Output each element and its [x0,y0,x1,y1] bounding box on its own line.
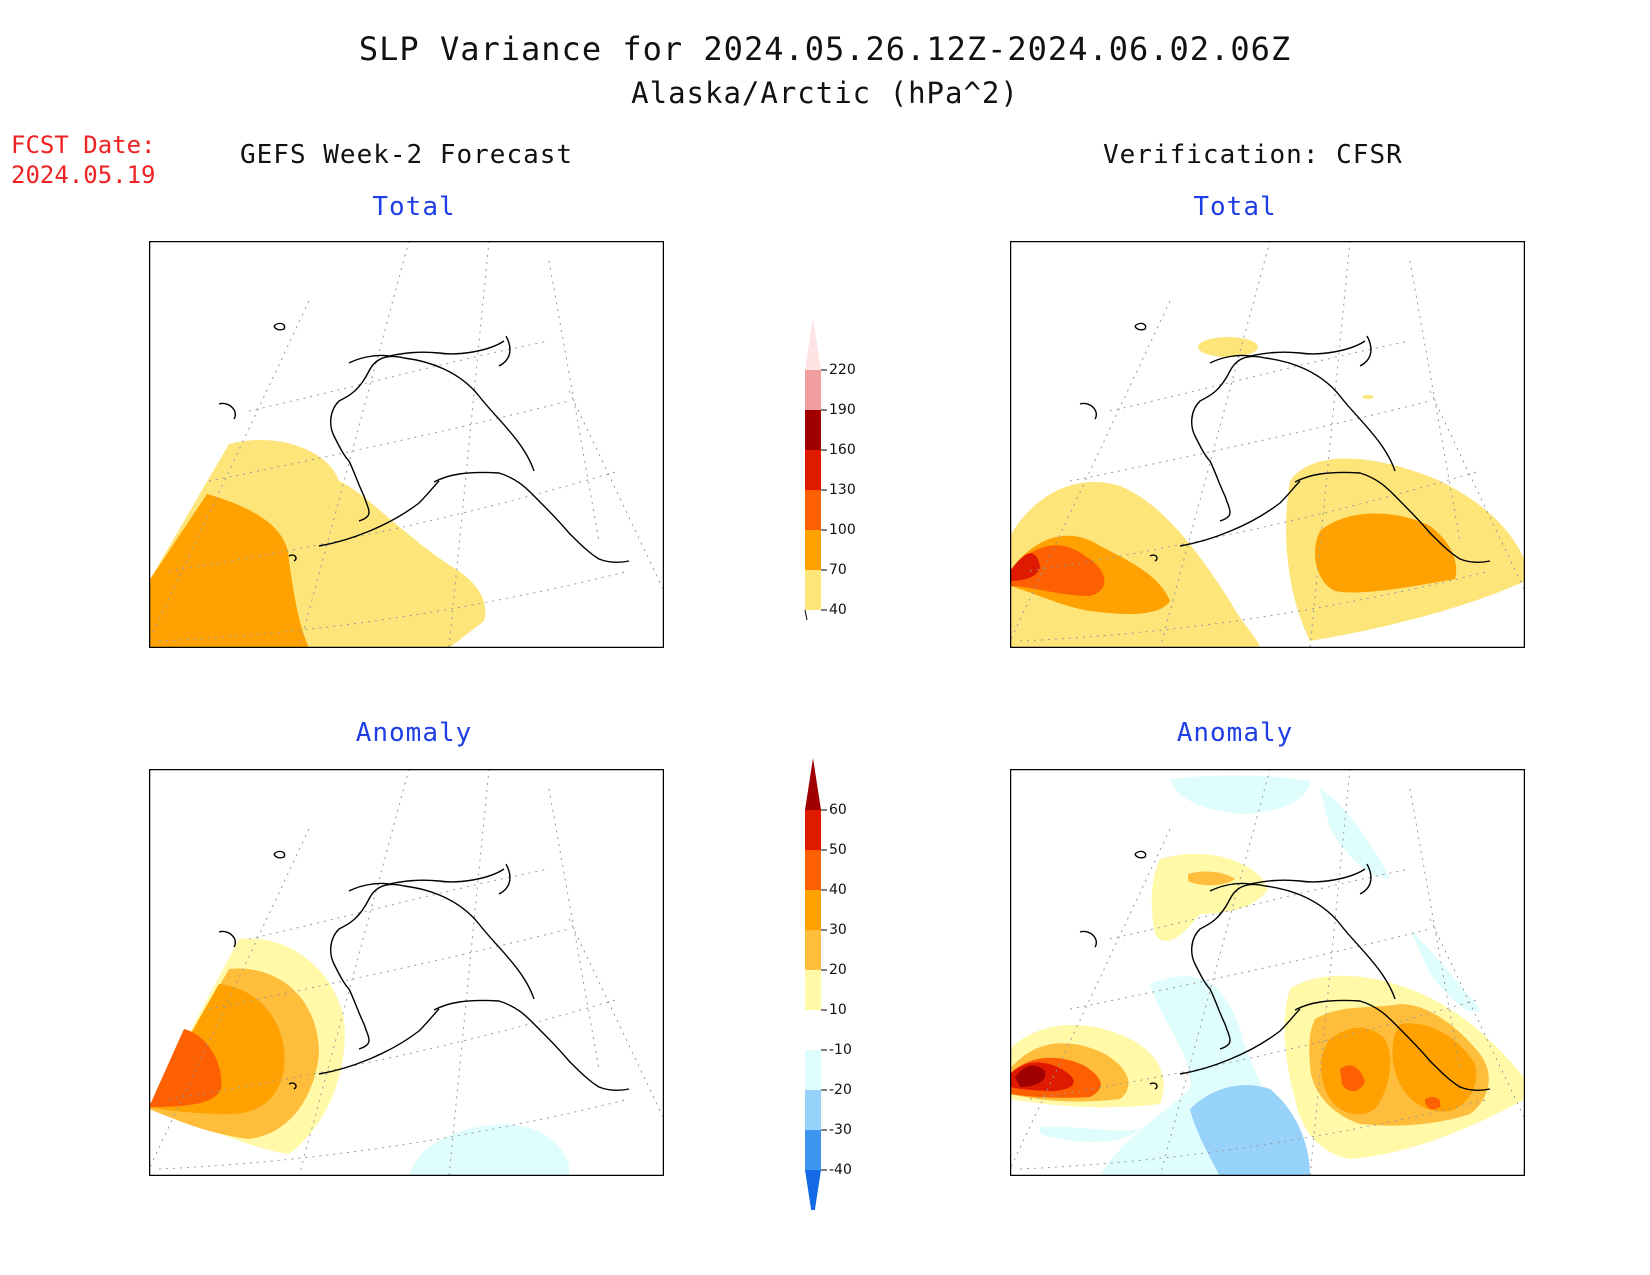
forecast-total-label: Total [372,192,456,222]
anomaly-colorbar-segment [805,1050,821,1090]
total-colorbar-label: 190 [829,402,856,418]
chart-title: SLP Variance for 2024.05.26.12Z-2024.06.… [358,30,1292,68]
anomaly-colorbar-segment [805,930,821,970]
verification-anomaly-label: Anomaly [1176,718,1294,748]
anomaly-colorbar [805,758,827,1210]
anomaly-colorbar-segment [805,1090,821,1130]
anomaly-colorbar-label: 40 [829,882,847,898]
anomaly-colorbar-label: 50 [829,842,847,858]
verification-total-label: Total [1193,192,1277,222]
anomaly-colorbar-label: -40 [829,1162,852,1178]
forecast-date-value: 2024.05.19 [11,161,156,189]
total-colorbar-segment [805,530,821,570]
anomaly-colorbar-segment [805,1010,821,1050]
verification-anomaly-map [1010,769,1525,1176]
anomaly-colorbar-segment [805,890,821,930]
forecast-column-heading: GEFS Week-2 Forecast [240,140,574,170]
forecast-total-map [149,241,664,648]
forecast-date-label: FCST Date: [11,131,156,159]
total-colorbar-segment [805,318,821,370]
total-colorbar-label: 70 [829,562,847,578]
anomaly-colorbar-segment [805,970,821,1010]
anomaly-colorbar-label: -10 [829,1042,852,1058]
anomaly-colorbar-segment [805,758,821,810]
anomaly-colorbar-label: 10 [829,1002,847,1018]
verification-column-heading: Verification: CFSR [1103,140,1403,170]
forecast-anomaly-label: Anomaly [355,718,473,748]
total-colorbar-label: 130 [829,482,856,498]
anomaly-colorbar-label: 30 [829,922,847,938]
total-colorbar [804,318,827,620]
total-colorbar-label: 100 [829,522,856,538]
verification-total-map [1010,241,1525,648]
total-colorbar-segment [805,490,821,530]
total-colorbar-label: 160 [829,442,856,458]
total-colorbar-segment [805,570,821,610]
total-colorbar-segment [805,370,821,410]
anomaly-colorbar-label: -20 [829,1082,852,1098]
anomaly-colorbar-segment [805,810,821,850]
chart-subtitle: Alaska/Arctic (hPa^2) [631,76,1019,110]
anomaly-colorbar-segment [805,850,821,890]
anomaly-colorbar-label: 60 [829,802,847,818]
anomaly-colorbar-label: 20 [829,962,847,978]
total-colorbar-segment [805,450,821,490]
anomaly-colorbar-label: -30 [829,1122,852,1138]
anomaly-colorbar-segment [805,1170,821,1210]
total-colorbar-label: 220 [829,362,856,378]
total-colorbar-segment [805,410,821,450]
forecast-anomaly-map [149,769,664,1176]
anomaly-colorbar-segment [805,1130,821,1170]
total-colorbar-label: 40 [829,602,847,618]
